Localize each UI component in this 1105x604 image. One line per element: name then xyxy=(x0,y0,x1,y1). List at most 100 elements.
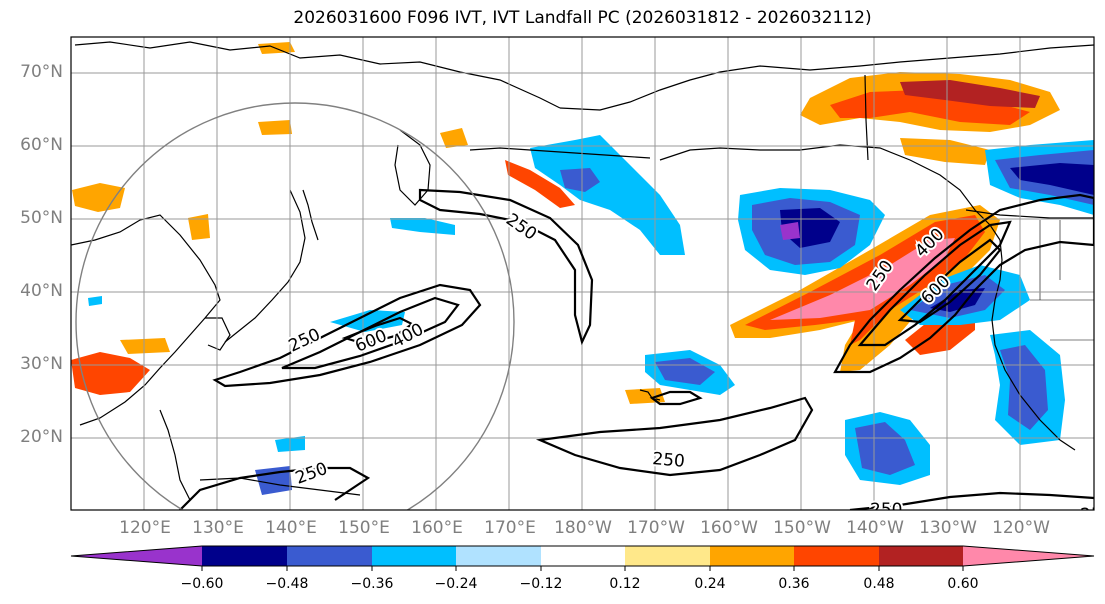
lon-label-170e: 170°E xyxy=(484,518,536,538)
coastline-chukotka-alaska xyxy=(559,44,1094,111)
positive-shading-chukotka xyxy=(258,120,292,135)
coastline-aleutians xyxy=(469,147,651,159)
ivt-contour-ar-600 xyxy=(897,238,1002,324)
negative-shading-bering-sea xyxy=(530,135,685,255)
colorbar-swatch xyxy=(71,546,202,566)
negative-shading-gulf-alaska-min xyxy=(780,222,800,240)
colorbar-swatch xyxy=(287,546,372,566)
lon-label-140e: 140°E xyxy=(265,518,317,538)
ivt-contour-ar-250 xyxy=(833,193,1094,374)
colorbar-label: 0.48 xyxy=(863,576,895,592)
lon-label-140w: 140°W xyxy=(846,518,904,538)
colorbar-label: 0.60 xyxy=(947,576,979,592)
lon-label-160w: 160°W xyxy=(700,518,758,538)
colorbar-swatch xyxy=(456,546,541,566)
positive-shading-ar-plume-core xyxy=(770,238,955,320)
positive-shading-kamchatka xyxy=(505,160,575,208)
ivt-contours xyxy=(179,188,1094,510)
colorbar-swatch xyxy=(963,546,1094,566)
positive-shading-alaska-max xyxy=(900,80,1040,108)
contour-label: 250 xyxy=(870,500,902,520)
colorbar-swatch xyxy=(202,546,287,566)
lon-label-120e: 120°E xyxy=(119,518,171,538)
coastline-hawaii xyxy=(639,389,661,401)
positive-shading-yukon xyxy=(900,138,990,165)
ivt-contour-subtropics-250 xyxy=(535,396,814,477)
border-alaska-canada xyxy=(864,74,869,161)
colorbar-label: −0.48 xyxy=(265,576,309,592)
lon-label-180w: 180°W xyxy=(554,518,612,538)
colorbar-swatch xyxy=(541,546,625,566)
borders-us-states xyxy=(1030,220,1094,341)
coastline-korea xyxy=(205,317,231,351)
ivt-contour-south-250 xyxy=(179,466,371,510)
ivt-contour-west-pacific-250 xyxy=(212,283,482,388)
colorbar-label: 0.36 xyxy=(778,576,810,592)
coastline-japan xyxy=(224,189,306,343)
ivt-pc-negative-shading xyxy=(88,135,1094,495)
colorbar-swatch xyxy=(625,546,710,566)
coastline-philippines xyxy=(159,409,191,501)
lat-label-50n: 50°N xyxy=(20,208,63,228)
lon-label-170w: 170°W xyxy=(627,518,685,538)
graticule xyxy=(71,37,1094,510)
negative-shading-south-east-core xyxy=(855,422,915,475)
ivt-contour-north-pacific-250 xyxy=(418,188,594,346)
colorbar-label: 0.12 xyxy=(609,576,641,592)
negative-shading-west-pacific xyxy=(330,310,405,332)
landfall-region-circle xyxy=(75,102,515,510)
colorbar-label: −0.12 xyxy=(519,576,563,592)
contour-label: 250 xyxy=(293,459,330,489)
positive-shading-china-coast xyxy=(71,352,150,395)
colorbar-swatch xyxy=(372,546,456,566)
lon-label-130e: 130°E xyxy=(192,518,244,538)
coastline-alaska-south xyxy=(659,144,1001,241)
coastline-kamchatka xyxy=(394,129,431,206)
coastline-indonesia xyxy=(199,477,361,496)
positive-shading-manchuria xyxy=(188,214,210,240)
coastline-us-west xyxy=(991,239,1076,451)
negative-shading-bering-core xyxy=(560,168,600,192)
map-frame xyxy=(70,36,1095,511)
lon-label-130w: 130°W xyxy=(919,518,977,538)
colorbar xyxy=(70,545,1095,571)
coastline-arctic-siberia xyxy=(74,41,561,109)
colorbar-ticks xyxy=(201,566,964,571)
lat-label-40n: 40°N xyxy=(20,281,63,301)
contour-label: 600 xyxy=(352,326,390,357)
contour-label: 250 xyxy=(652,449,686,472)
lat-label-30n: 30°N xyxy=(20,354,63,374)
positive-shading-siberia xyxy=(72,183,125,212)
lat-label-20n: 20°N xyxy=(20,427,63,447)
lon-label-160e: 160°E xyxy=(411,518,463,538)
negative-shading-philippine-sea xyxy=(255,466,292,495)
negative-shading-kuril xyxy=(390,218,455,235)
border-canada-us xyxy=(965,209,1094,219)
ivt-contour-west-pacific-600 xyxy=(341,316,415,346)
lat-label-70n: 70°N xyxy=(20,62,63,82)
lon-label-120w: 120°W xyxy=(992,518,1050,538)
land-outlines xyxy=(71,41,1094,501)
ivt-contour-southeast-250 xyxy=(849,491,1094,510)
coastline-east-asia xyxy=(71,214,221,426)
colorbar-swatch xyxy=(794,546,879,566)
map-title: 2026031600 F096 IVT, IVT Landfall PC (20… xyxy=(293,8,872,28)
lat-label-60n: 60°N xyxy=(20,135,63,155)
positive-shading-korea xyxy=(120,338,170,354)
ivt-contour-hawaii-250 xyxy=(649,390,703,406)
contour-label: 250 xyxy=(1080,505,1105,525)
positive-shading-aleutian xyxy=(440,128,468,148)
colorbar-swatch xyxy=(710,546,794,566)
lon-label-150w: 150°W xyxy=(773,518,831,538)
colorbar-label: 0.24 xyxy=(694,576,726,592)
colorbar-swatch xyxy=(879,546,963,566)
negative-shading-east-china xyxy=(88,296,102,306)
negative-shading-bc-core xyxy=(1010,163,1094,195)
lon-label-150e: 150°E xyxy=(338,518,390,538)
negative-shading-sw-us-core xyxy=(1000,345,1048,430)
colorbar-label: −0.60 xyxy=(180,576,224,592)
contour-label: 250 xyxy=(502,210,540,245)
colorbar-label: −0.36 xyxy=(350,576,394,592)
coastline-sakhalin-hokkaido xyxy=(302,189,319,241)
